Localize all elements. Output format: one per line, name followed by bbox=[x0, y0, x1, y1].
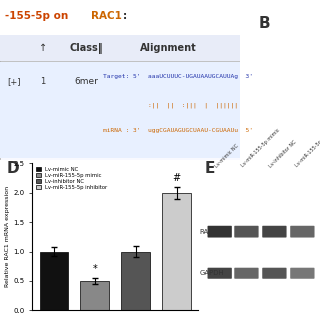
Text: D: D bbox=[6, 161, 19, 176]
Text: Lv-miR-155-5p mimic: Lv-miR-155-5p mimic bbox=[241, 128, 282, 168]
Text: GAPDH: GAPDH bbox=[200, 270, 224, 276]
Text: :||  ||  :|||  |  ||||||: :|| || :||| | |||||| bbox=[103, 102, 238, 108]
Text: RAC1: RAC1 bbox=[200, 229, 218, 235]
Text: Target: 5'  aaaUCUUUC-UGAUAAUGCAUUAg  3': Target: 5' aaaUCUUUC-UGAUAAUGCAUUAg 3' bbox=[103, 74, 253, 79]
Text: Class‖: Class‖ bbox=[69, 43, 103, 53]
Text: E: E bbox=[205, 161, 215, 176]
FancyBboxPatch shape bbox=[208, 226, 232, 237]
Bar bbox=[40, 252, 68, 310]
FancyBboxPatch shape bbox=[262, 226, 287, 237]
FancyBboxPatch shape bbox=[0, 35, 240, 160]
FancyBboxPatch shape bbox=[0, 35, 240, 61]
FancyBboxPatch shape bbox=[290, 226, 315, 237]
Text: RAC1: RAC1 bbox=[91, 11, 122, 21]
Text: -155-5p on: -155-5p on bbox=[5, 11, 72, 21]
Text: Lv-mimic NC: Lv-mimic NC bbox=[214, 143, 240, 168]
Text: :: : bbox=[123, 11, 126, 21]
Text: miRNA : 3'  uggCGAUAGUGCUAAU-CGUAAUu  5': miRNA : 3' uggCGAUAGUGCUAAU-CGUAAUu 5' bbox=[103, 128, 253, 133]
Bar bbox=[121, 252, 150, 310]
Bar bbox=[162, 193, 191, 310]
Legend: Lv-mimic NC, Lv-miR-155-5p mimic, Lv-inhibitor NC, Lv-miR-155-5p inhibitor: Lv-mimic NC, Lv-miR-155-5p mimic, Lv-inh… bbox=[35, 166, 108, 191]
FancyBboxPatch shape bbox=[234, 268, 259, 279]
FancyBboxPatch shape bbox=[290, 268, 315, 279]
Y-axis label: Relative RAC1 mRNA expression: Relative RAC1 mRNA expression bbox=[5, 186, 10, 287]
Text: #: # bbox=[172, 172, 180, 183]
Bar bbox=[80, 281, 109, 310]
Text: 1: 1 bbox=[41, 77, 46, 86]
Text: [+]: [+] bbox=[8, 77, 21, 86]
Text: Lv-inhibitor NC: Lv-inhibitor NC bbox=[268, 139, 297, 168]
FancyBboxPatch shape bbox=[208, 268, 232, 279]
FancyBboxPatch shape bbox=[234, 226, 259, 237]
Text: B: B bbox=[258, 17, 270, 31]
Text: 6mer: 6mer bbox=[75, 77, 98, 86]
Text: Alignment: Alignment bbox=[140, 43, 196, 53]
FancyBboxPatch shape bbox=[262, 268, 287, 279]
Text: ↑: ↑ bbox=[39, 43, 47, 53]
FancyBboxPatch shape bbox=[0, 62, 240, 158]
Text: *: * bbox=[92, 264, 97, 274]
Text: Lv-miR-155-5p inhibitor: Lv-miR-155-5p inhibitor bbox=[294, 124, 320, 168]
